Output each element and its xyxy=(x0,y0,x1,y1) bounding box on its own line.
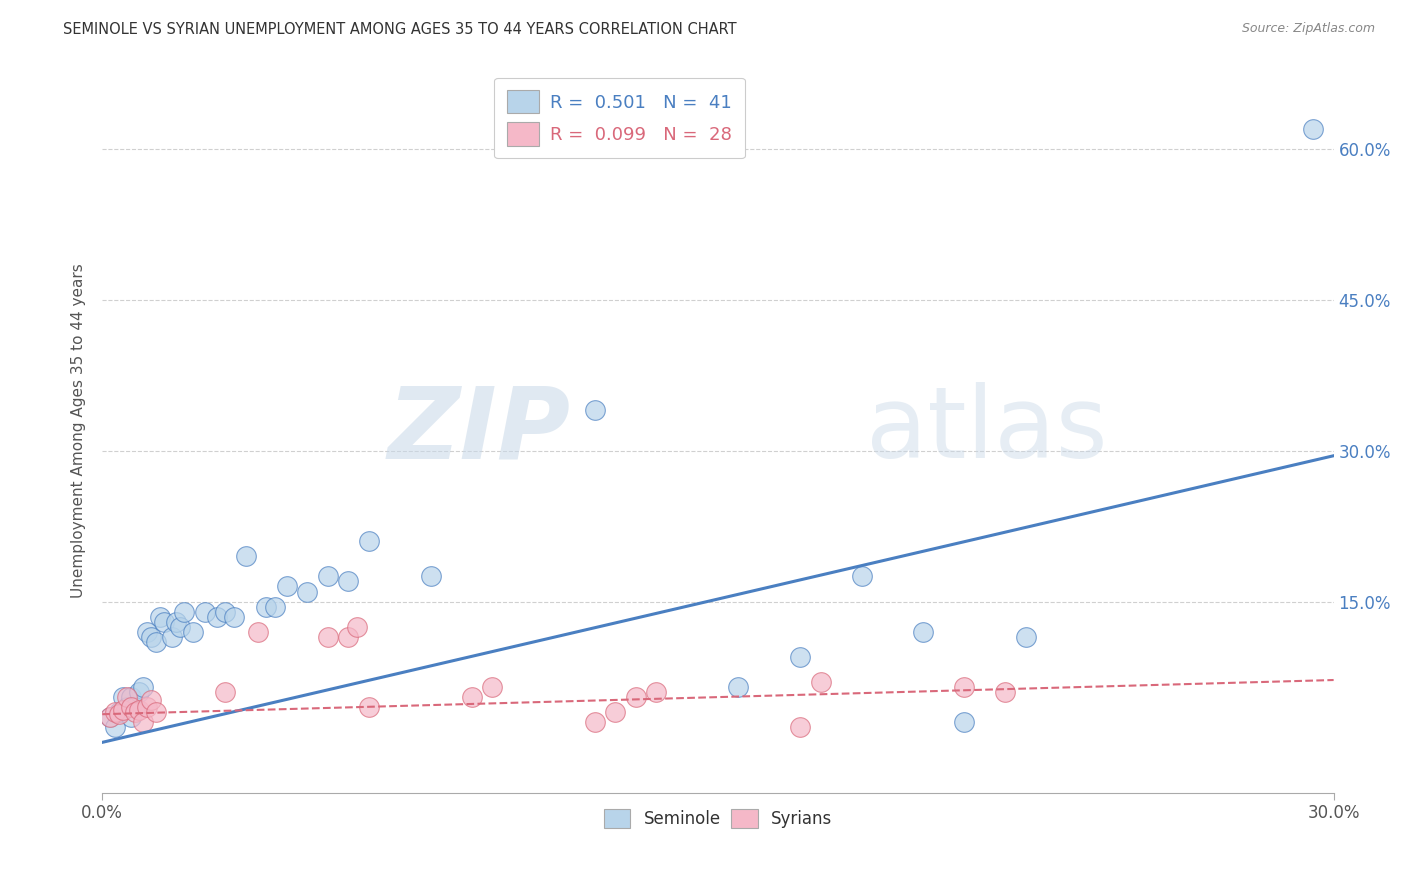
Point xyxy=(145,705,167,719)
Point xyxy=(205,609,228,624)
Point xyxy=(107,707,129,722)
Point xyxy=(316,569,339,583)
Text: Source: ZipAtlas.com: Source: ZipAtlas.com xyxy=(1241,22,1375,36)
Point xyxy=(481,680,503,694)
Text: ZIP: ZIP xyxy=(387,382,571,479)
Point xyxy=(132,680,155,694)
Point xyxy=(169,620,191,634)
Point xyxy=(645,685,668,699)
Point xyxy=(276,579,298,593)
Point xyxy=(1015,630,1038,644)
Point xyxy=(357,534,380,549)
Point xyxy=(337,630,360,644)
Point xyxy=(789,649,811,664)
Text: atlas: atlas xyxy=(866,382,1108,479)
Legend: Seminole, Syrians: Seminole, Syrians xyxy=(598,803,839,835)
Point xyxy=(247,624,270,639)
Point xyxy=(254,599,277,614)
Point xyxy=(214,605,236,619)
Point xyxy=(128,703,150,717)
Point xyxy=(145,634,167,648)
Point xyxy=(583,403,606,417)
Point xyxy=(235,549,257,564)
Point xyxy=(263,599,285,614)
Point xyxy=(100,710,122,724)
Point xyxy=(115,690,138,705)
Point xyxy=(103,720,125,734)
Point xyxy=(124,705,146,719)
Point xyxy=(194,605,217,619)
Point xyxy=(357,700,380,714)
Point xyxy=(789,720,811,734)
Point xyxy=(136,700,159,714)
Point xyxy=(605,705,627,719)
Point xyxy=(141,630,163,644)
Point xyxy=(132,715,155,730)
Y-axis label: Unemployment Among Ages 35 to 44 years: Unemployment Among Ages 35 to 44 years xyxy=(72,263,86,598)
Point xyxy=(124,700,146,714)
Point xyxy=(337,574,360,589)
Point xyxy=(165,615,187,629)
Point xyxy=(141,693,163,707)
Point xyxy=(115,700,138,714)
Point xyxy=(419,569,441,583)
Point xyxy=(173,605,195,619)
Point xyxy=(111,690,134,705)
Point xyxy=(103,705,125,719)
Point xyxy=(136,624,159,639)
Point xyxy=(111,703,134,717)
Point xyxy=(214,685,236,699)
Point xyxy=(727,680,749,694)
Point xyxy=(994,685,1017,699)
Point xyxy=(953,680,976,694)
Point xyxy=(152,615,174,629)
Point xyxy=(120,710,142,724)
Point xyxy=(107,705,129,719)
Text: SEMINOLE VS SYRIAN UNEMPLOYMENT AMONG AGES 35 TO 44 YEARS CORRELATION CHART: SEMINOLE VS SYRIAN UNEMPLOYMENT AMONG AG… xyxy=(63,22,737,37)
Point xyxy=(460,690,482,705)
Point xyxy=(149,609,172,624)
Point xyxy=(120,690,142,705)
Point xyxy=(222,609,245,624)
Point xyxy=(181,624,204,639)
Point xyxy=(316,630,339,644)
Point xyxy=(100,710,122,724)
Point xyxy=(953,715,976,730)
Point xyxy=(346,620,368,634)
Point xyxy=(583,715,606,730)
Point xyxy=(128,685,150,699)
Point xyxy=(624,690,647,705)
Point xyxy=(810,675,832,690)
Point xyxy=(297,584,319,599)
Point xyxy=(1302,121,1324,136)
Point xyxy=(160,630,183,644)
Point xyxy=(912,624,935,639)
Point xyxy=(851,569,873,583)
Point xyxy=(120,700,142,714)
